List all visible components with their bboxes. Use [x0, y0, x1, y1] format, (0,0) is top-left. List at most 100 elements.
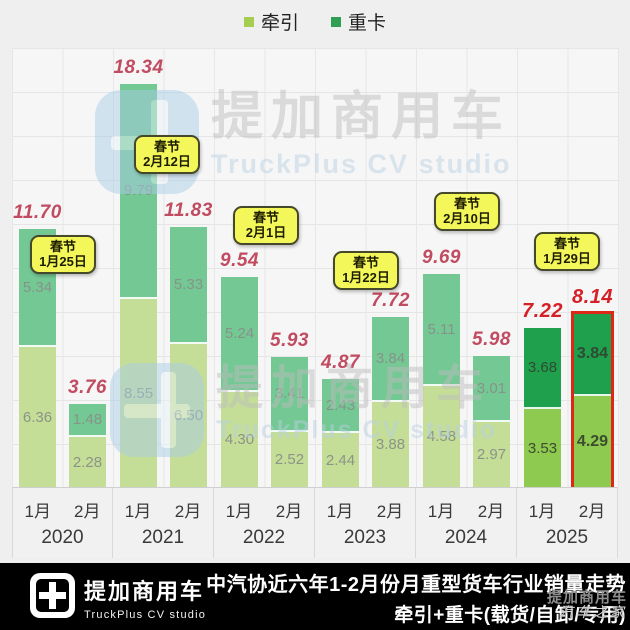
bar-2023-jan: 4.87 2.43 2.44	[321, 352, 359, 487]
festival-badge-2021: 春节 2月12日	[134, 135, 200, 174]
total-label: 7.22	[522, 300, 563, 322]
legend-item-qianyin: 牵引	[243, 8, 299, 35]
month-label: 1月	[427, 502, 455, 521]
festival-badge-2025: 春节 1月29日	[534, 232, 600, 271]
segment-qianyin: 4.30	[221, 392, 258, 487]
axis-group-2021: 1月 2月 2021	[113, 488, 214, 558]
axis-group-2024: 1月 2月 2024	[416, 488, 517, 558]
chart-legend: 牵引 重卡	[0, 8, 630, 35]
month-label: 1月	[528, 502, 556, 521]
badge-festival: 春节	[352, 255, 379, 270]
year-label: 2023	[343, 527, 387, 548]
segment-zhongka: 5.24	[221, 277, 258, 392]
segment-qianyin: 3.88	[372, 402, 409, 487]
month-label: 1月	[225, 502, 253, 521]
bar-2024-feb: 5.98 3.01 2.97	[472, 329, 510, 487]
month-label: 2月	[74, 502, 101, 521]
month-label: 2月	[578, 502, 606, 521]
bar-2022-feb: 5.93 3.41 2.52	[270, 330, 308, 487]
footer-brand-name: 提加商用车	[84, 579, 205, 604]
month-label: 1月	[124, 502, 152, 521]
badge-festival: 春节	[153, 139, 180, 154]
year-label: 2022	[242, 527, 286, 548]
bar-2024-jan: 9.69 5.11 4.58	[422, 247, 460, 487]
segment-zhongka: 3.84	[372, 317, 409, 402]
axis-group-2025: 1月 2月 2025	[517, 488, 618, 558]
festival-badge-2020: 春节 1月25日	[30, 235, 96, 274]
legend-item-zhongka: 重卡	[331, 8, 386, 35]
month-label: 2月	[477, 502, 505, 521]
total-label: 9.69	[422, 247, 461, 268]
segment-zhongka: 9.79	[120, 84, 157, 299]
bar-2020-feb: 3.76 1.48 2.28	[68, 377, 106, 487]
badge-date: 1月22日	[342, 270, 390, 285]
segment-qianyin: 6.50	[170, 344, 207, 487]
segment-qianyin: 4.29	[574, 396, 611, 487]
badge-date: 1月25日	[39, 254, 87, 269]
bar-2021-feb: 11.83 5.33 6.50	[164, 200, 212, 487]
month-label: 1月	[326, 502, 354, 521]
total-label: 5.93	[270, 330, 309, 351]
badge-festival: 春节	[252, 210, 279, 225]
festival-badge-2022: 春节 2月1日	[233, 206, 299, 245]
chart-title-line1: 中汽协近六年1-2月份月重型货车行业销量走势	[206, 574, 626, 596]
segment-qianyin: 8.55	[120, 299, 157, 487]
truckplus-logo-icon	[30, 573, 75, 618]
total-label: 5.98	[472, 329, 511, 350]
zhongka-swatch-icon	[331, 16, 341, 27]
badge-date: 2月10日	[443, 211, 491, 226]
axis-group-2020: 1月 2月 2020	[12, 488, 113, 558]
bar-2023-feb: 7.72 3.84 3.88	[371, 290, 409, 487]
total-label: 9.54	[220, 250, 259, 271]
badge-festival: 春节	[553, 236, 580, 251]
bar-2020-jan: 11.70 5.34 6.36	[13, 202, 61, 487]
month-label: 2月	[376, 502, 404, 521]
festival-badge-2024: 春节 2月10日	[434, 192, 500, 231]
segment-zhongka: 2.43	[322, 379, 359, 433]
total-label: 18.34	[113, 57, 164, 78]
month-label: 2月	[174, 502, 202, 521]
bar-2022-jan: 9.54 5.24 4.30	[220, 250, 258, 487]
axis-group-2022: 1月 2月 2022	[214, 488, 315, 558]
chart-title-line2: 牵引+重卡(载货/自卸/专用)	[394, 605, 626, 626]
festival-badge-2023: 春节 1月22日	[333, 251, 399, 290]
badge-date: 2月12日	[143, 154, 191, 169]
bar-2021-jan: 18.34 9.79 8.55	[113, 57, 163, 487]
segment-zhongka: 3.01	[473, 356, 510, 422]
total-label: 11.83	[164, 200, 213, 221]
segment-zhongka: 5.33	[170, 227, 207, 344]
qianyin-swatch-icon	[243, 16, 254, 27]
badge-festival: 春节	[49, 239, 76, 254]
segment-zhongka: 3.68	[524, 328, 561, 409]
year-label: 2020	[41, 527, 84, 548]
year-label: 2021	[141, 527, 185, 548]
plot-area: 11.70 5.34 6.36 3.76 1.48 2.28 18.34 9.7…	[12, 48, 619, 490]
footer-brand-studio: TruckPlus CV studio	[84, 609, 207, 621]
segment-qianyin: 2.52	[271, 432, 308, 487]
axis-group-2023: 1月 2月 2023	[315, 488, 416, 558]
segment-zhongka: 5.11	[423, 274, 460, 386]
bar-2025-feb-highlighted: 8.14 3.84 4.29	[571, 286, 614, 490]
month-label: 1月	[24, 502, 51, 521]
legend-label-zhongka: 重卡	[348, 13, 387, 34]
segment-zhongka: 3.84	[574, 314, 611, 396]
total-label: 3.76	[68, 377, 107, 398]
total-label: 11.70	[13, 202, 62, 223]
total-label: 4.87	[321, 352, 360, 373]
legend-label-qianyin: 牵引	[260, 13, 299, 34]
segment-qianyin: 2.28	[69, 437, 106, 487]
year-label: 2024	[444, 527, 488, 548]
month-label: 2月	[275, 502, 303, 521]
segment-qianyin: 2.44	[322, 433, 359, 487]
badge-date: 1月29日	[543, 251, 591, 266]
segment-zhongka: 3.41	[271, 357, 308, 432]
year-label: 2025	[545, 527, 589, 548]
segment-zhongka: 1.48	[69, 404, 106, 437]
segment-qianyin: 2.97	[473, 422, 510, 487]
segment-qianyin: 3.53	[524, 409, 561, 487]
footer-bar: 提加商用车 TruckPlus CV studio 中汽协近六年1-2月份月重型…	[0, 563, 630, 630]
badge-festival: 春节	[453, 196, 480, 211]
x-axis: 1月 2月 2020 1月 2月 2021 1月 2月 2022 1月 2月 2…	[12, 487, 618, 558]
total-label: 7.72	[371, 290, 410, 311]
